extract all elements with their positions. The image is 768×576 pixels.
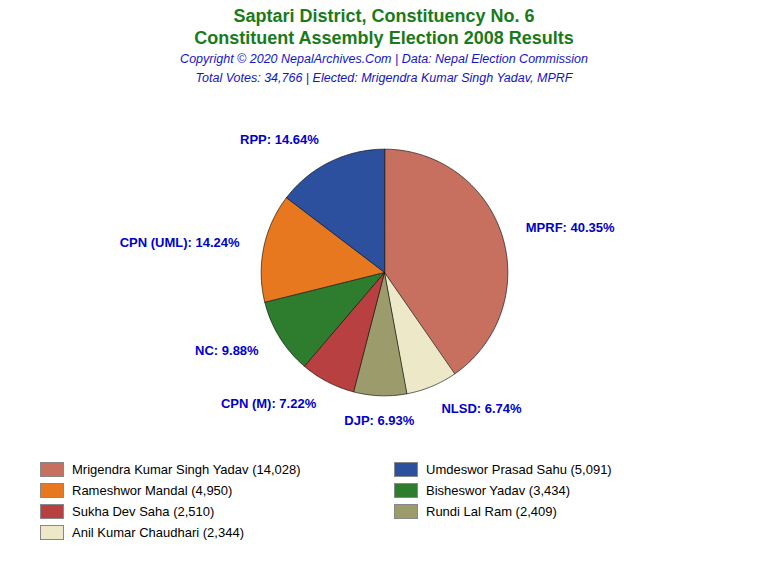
html-text:Constituent Assembly Election: Constituent Assembly Election 2008 Resul…	[194, 27, 574, 48]
html-text:Anil Kumar Chaudhari (2,344): Anil Kumar Chaudhari (2,344)	[72, 524, 244, 540]
svg-text:MPRF: 40.35%: MPRF: 40.35%	[526, 220, 615, 235]
html-text:Umdeswor Prasad Sahu (5,091): Umdeswor Prasad Sahu (5,091)	[426, 461, 612, 477]
html-text:Rundi Lal Ram (2,409): Rundi Lal Ram (2,409)	[426, 503, 557, 519]
svg-text:DJP: 6.93%: DJP: 6.93%	[344, 413, 415, 428]
html-text:Saptari District, Constituency: Saptari District, Constituency No. 6	[233, 6, 535, 26]
html-text:Bisheswor Yadav (3,434): Bisheswor Yadav (3,434)	[426, 482, 570, 498]
html-text:Total Votes: 34,766 | Elected:: Total Votes: 34,766 | Elected: Mrigendra…	[195, 71, 573, 86]
html-text:Sukha Dev Saha (2,510): Sukha Dev Saha (2,510)	[72, 503, 215, 519]
svg-text:CPN (UML): 14.24%: CPN (UML): 14.24%	[120, 235, 240, 250]
svg-text:NLSD: 6.74%: NLSD: 6.74%	[441, 401, 522, 416]
html-text:Mrigendra Kumar Singh Yadav (1: Mrigendra Kumar Singh Yadav (14,028)	[72, 461, 301, 477]
svg-text:CPN (M): 7.22%: CPN (M): 7.22%	[221, 396, 317, 411]
html-text:Copyright © 2020 NepalArchives: Copyright © 2020 NepalArchives.Com | Dat…	[180, 52, 588, 67]
html-text:Rameshwor Mandal (4,950): Rameshwor Mandal (4,950)	[72, 482, 233, 498]
svg-text:RPP: 14.64%: RPP: 14.64%	[240, 132, 319, 147]
svg-text:NC: 9.88%: NC: 9.88%	[195, 342, 259, 357]
